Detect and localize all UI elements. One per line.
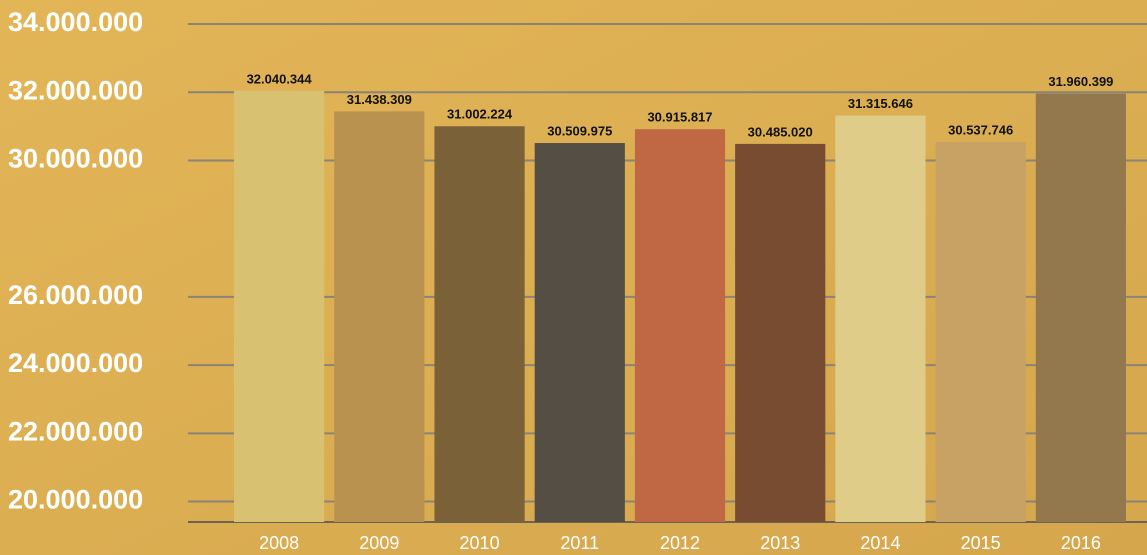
x-tick-label: 2011 <box>560 533 599 553</box>
value-label: 31.438.309 <box>347 92 412 107</box>
value-label: 31.960.399 <box>1048 74 1113 89</box>
x-tick-label: 2010 <box>460 533 500 553</box>
x-tick-label: 2015 <box>961 533 1001 553</box>
x-tick-label: 2009 <box>359 533 399 553</box>
x-tick-label: 2014 <box>860 533 900 553</box>
value-label: 30.509.975 <box>547 123 612 138</box>
y-tick-label: 24.000.000 <box>8 348 143 378</box>
value-label: 30.537.746 <box>948 123 1013 138</box>
y-tick-label: 30.000.000 <box>8 144 143 174</box>
bar <box>535 143 625 522</box>
value-label: 31.002.224 <box>447 107 513 122</box>
value-label: 30.485.020 <box>748 124 813 139</box>
bar <box>835 116 925 522</box>
y-tick-label: 26.000.000 <box>8 280 143 310</box>
y-tick-label: 34.000.000 <box>8 7 143 37</box>
y-tick-label: 32.000.000 <box>8 75 143 105</box>
bar <box>1036 94 1126 522</box>
x-tick-label: 2008 <box>259 533 299 553</box>
value-label: 30.915.817 <box>647 110 712 125</box>
value-label: 32.040.344 <box>247 71 313 86</box>
bar <box>434 126 524 522</box>
value-label: 31.315.646 <box>848 96 913 111</box>
y-tick-label: 20.000.000 <box>8 485 143 515</box>
bar <box>234 91 324 522</box>
chart: 32.040.344 2008 31.438.309 2009 31.002.224 20… <box>0 0 1147 555</box>
x-tick-label: 2012 <box>660 533 700 553</box>
x-tick-label: 2013 <box>760 533 800 553</box>
bar <box>334 111 424 522</box>
x-tick-label: 2016 <box>1061 533 1101 553</box>
bar <box>635 129 725 522</box>
y-tick-label: 22.000.000 <box>8 416 143 446</box>
bar <box>735 144 825 522</box>
bar <box>936 142 1026 522</box>
